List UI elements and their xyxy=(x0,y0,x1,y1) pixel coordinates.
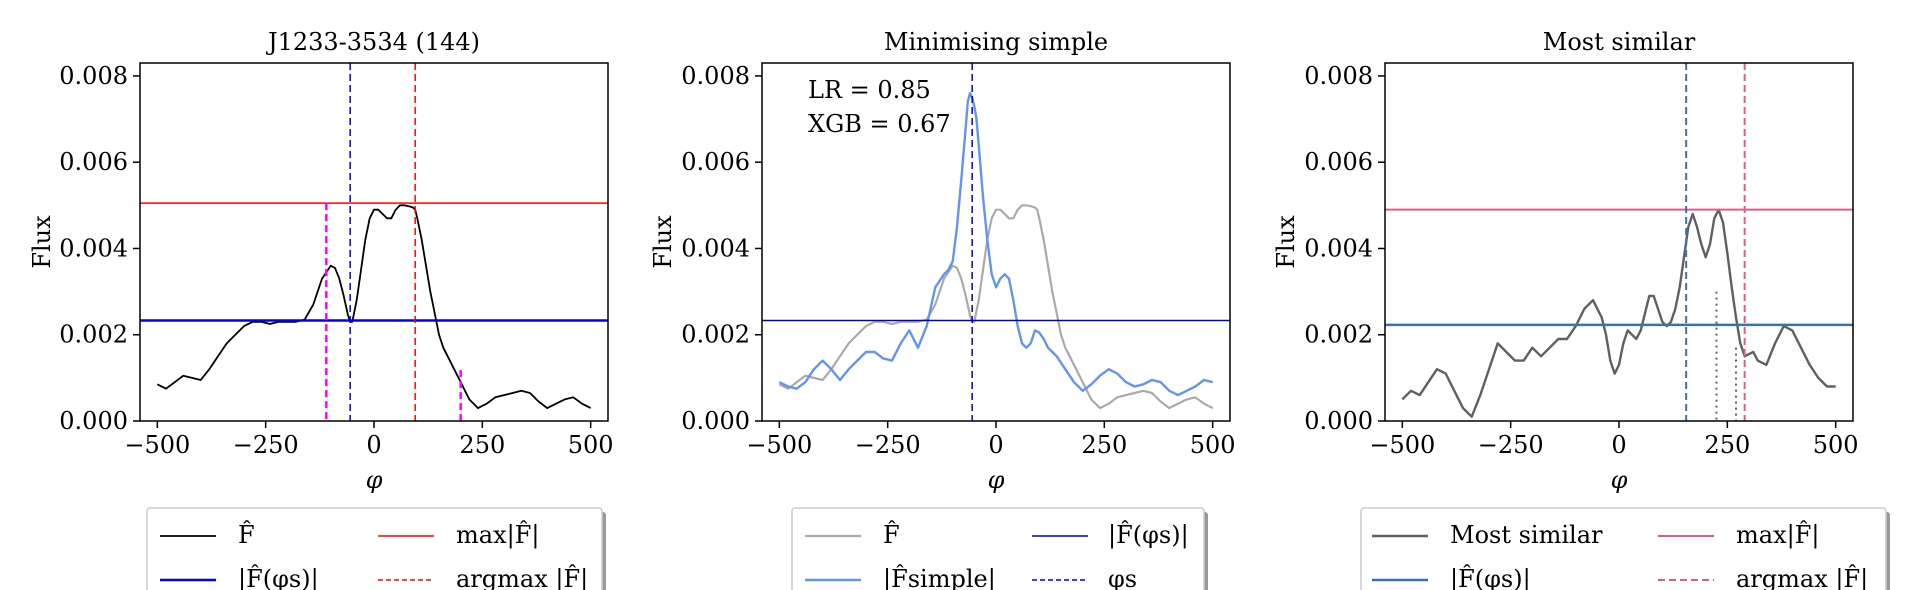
x-tick-label: 500 xyxy=(1190,431,1236,459)
x-tick-label: −250 xyxy=(1478,431,1544,459)
panel-3-ylabel: Flux xyxy=(1272,215,1300,269)
x-tick-label: −500 xyxy=(124,431,190,459)
panel-2-legend: F̂ |F̂(φs)| |F̂simple| φs xyxy=(791,507,1208,590)
legend-box xyxy=(791,507,1205,590)
panel-1-ylabel: Flux xyxy=(28,215,56,269)
panel-3-ticks: −500 −250 0 250 500 0.000 0.002 0.004 0.006 0.008 xyxy=(1304,62,1858,459)
y-tick-label: 0.006 xyxy=(681,148,750,176)
panel-2-ticks: −500 −250 0 250 500 0.000 0.002 0.004 0.006 0.008 xyxy=(681,62,1235,459)
series-line xyxy=(156,204,592,410)
annotation-xgb: XGB = 0.67 xyxy=(808,110,951,138)
panel-2-plot xyxy=(762,63,1230,421)
panel-3-title: Most similar xyxy=(1543,28,1696,56)
x-tick-label: 250 xyxy=(459,431,505,459)
panel-3-frame xyxy=(1384,62,1854,422)
panel-2-ylabel: Flux xyxy=(649,215,677,269)
y-tick-label: 0.008 xyxy=(1304,62,1373,90)
panel-1-ticks: −500 −250 0 250 500 0.000 0.002 0.004 0.006 0.008 xyxy=(59,62,613,459)
y-tick-label: 0.000 xyxy=(681,407,750,435)
panel-3: Most similar Flux φ −500 −250 0 250 500 0.000… xyxy=(1272,28,1890,590)
y-tick-label: 0.006 xyxy=(1304,148,1373,176)
panel-1-plot xyxy=(140,63,608,421)
panel-1-legend: F̂ max|F̂| |F̂(φs)| argmax |F̂| xyxy=(146,507,606,590)
panel-2-frame xyxy=(761,62,1231,422)
legend-label: φs xyxy=(1108,565,1137,590)
x-tick-label: 500 xyxy=(1813,431,1859,459)
panel-3-plot xyxy=(1385,63,1853,421)
y-tick-label: 0.002 xyxy=(59,321,128,349)
y-tick-label: 0.008 xyxy=(59,62,128,90)
series-line xyxy=(778,204,1214,410)
legend-box xyxy=(146,507,603,590)
panel-3-xlabel: φ xyxy=(1611,466,1628,494)
x-tick-label: 0 xyxy=(988,431,1003,459)
x-tick-label: 0 xyxy=(366,431,381,459)
x-tick-label: −500 xyxy=(746,431,812,459)
panel-1: J1233-3534 (144) Flux φ −500 −250 0 250 500 0… xyxy=(28,28,614,590)
y-tick-label: 0.004 xyxy=(1304,234,1373,262)
legend-label: F̂ xyxy=(238,521,255,549)
y-tick-label: 0.006 xyxy=(59,148,128,176)
legend-label: F̂ xyxy=(883,521,900,549)
legend-label: argmax |F̂| xyxy=(456,565,588,590)
x-tick-label: −250 xyxy=(855,431,921,459)
annotation-lr: LR = 0.85 xyxy=(808,76,931,104)
x-tick-label: 0 xyxy=(1611,431,1626,459)
panel-1-frame xyxy=(139,62,609,422)
panel-2: Minimising simple Flux φ −500 −250 0 250 500… xyxy=(649,28,1236,590)
series-line xyxy=(1401,208,1836,418)
y-tick-label: 0.002 xyxy=(1304,321,1373,349)
panel-1-xlabel: φ xyxy=(366,466,383,494)
y-tick-label: 0.002 xyxy=(681,321,750,349)
legend-label: |F̂simple| xyxy=(883,565,996,590)
legend-label: |F̂(φs)| xyxy=(1450,565,1531,590)
panel-2-title: Minimising simple xyxy=(884,28,1108,56)
x-tick-label: −500 xyxy=(1369,431,1435,459)
legend-label: max|F̂| xyxy=(456,521,539,550)
x-tick-label: 250 xyxy=(1081,431,1127,459)
series-line xyxy=(778,91,1213,397)
legend-label: |F̂(φs)| xyxy=(238,565,319,590)
legend-label: Most similar xyxy=(1450,521,1603,549)
y-tick-label: 0.008 xyxy=(681,62,750,90)
x-tick-label: 250 xyxy=(1704,431,1750,459)
panel-3-legend: Most similar max|F̂| |F̂(φs)| argmax |F̂… xyxy=(1360,507,1890,590)
legend-label: argmax |F̂| xyxy=(1736,565,1868,590)
y-tick-label: 0.000 xyxy=(1304,407,1373,435)
x-tick-label: −250 xyxy=(233,431,299,459)
y-tick-label: 0.000 xyxy=(59,407,128,435)
legend-label: max|F̂| xyxy=(1736,521,1819,550)
y-tick-label: 0.004 xyxy=(681,234,750,262)
x-tick-label: 500 xyxy=(568,431,614,459)
panel-1-title: J1233-3534 (144) xyxy=(265,28,480,56)
legend-box xyxy=(1360,507,1887,590)
legend-label: |F̂(φs)| xyxy=(1108,521,1189,550)
panel-2-xlabel: φ xyxy=(988,466,1005,494)
y-tick-label: 0.004 xyxy=(59,234,128,262)
